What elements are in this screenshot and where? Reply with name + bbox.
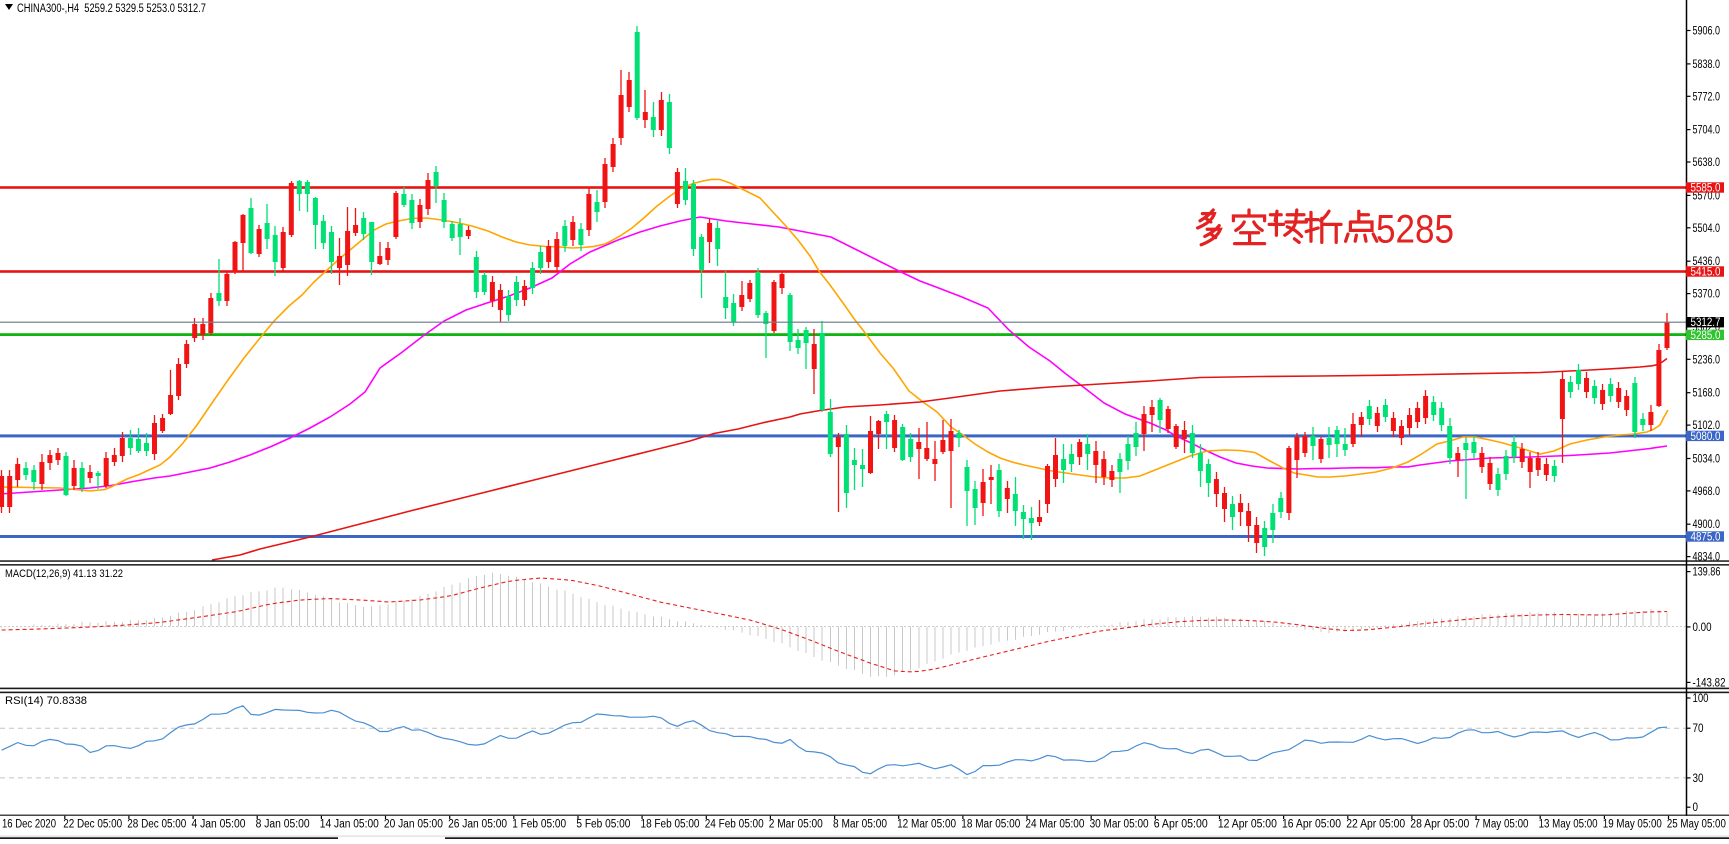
svg-text:5312.7: 5312.7	[1691, 317, 1721, 329]
svg-text:5034.0: 5034.0	[1693, 454, 1721, 466]
svg-text:22 Dec 05:00: 22 Dec 05:00	[63, 819, 122, 831]
svg-text:0: 0	[1693, 802, 1699, 814]
svg-text:19 May 05:00: 19 May 05:00	[1603, 819, 1662, 831]
svg-text:5285.0: 5285.0	[1691, 330, 1721, 342]
svg-text:16 Apr 05:00: 16 Apr 05:00	[1282, 819, 1341, 831]
svg-text:30: 30	[1693, 773, 1704, 785]
svg-text:7 May 05:00: 7 May 05:00	[1475, 819, 1529, 831]
svg-text:4 Jan 05:00: 4 Jan 05:00	[192, 819, 246, 831]
svg-text:13 May 05:00: 13 May 05:00	[1539, 819, 1598, 831]
svg-text:4968.0: 4968.0	[1693, 486, 1721, 498]
svg-text:8 Jan 05:00: 8 Jan 05:00	[256, 819, 310, 831]
svg-text:12 Apr 05:00: 12 Apr 05:00	[1218, 819, 1277, 831]
svg-text:5704.0: 5704.0	[1693, 125, 1721, 137]
svg-text:28 Apr 05:00: 28 Apr 05:00	[1410, 819, 1469, 831]
svg-text:100: 100	[1693, 693, 1709, 705]
svg-text:5570.0: 5570.0	[1693, 190, 1721, 202]
svg-text:5102.0: 5102.0	[1693, 420, 1721, 432]
svg-text:4834.0: 4834.0	[1693, 552, 1721, 564]
svg-text:5838.0: 5838.0	[1693, 59, 1721, 71]
svg-text:25 May 05:00: 25 May 05:00	[1667, 819, 1726, 831]
svg-text:70: 70	[1693, 723, 1704, 735]
svg-text:MACD(12,26,9) 41.13 31.22: MACD(12,26,9) 41.13 31.22	[5, 568, 123, 580]
svg-text:5772.0: 5772.0	[1693, 91, 1721, 103]
svg-text:1 Feb 05:00: 1 Feb 05:00	[512, 819, 566, 831]
svg-text:18 Feb 05:00: 18 Feb 05:00	[641, 819, 700, 831]
svg-text:5236.0: 5236.0	[1693, 354, 1721, 366]
svg-text:26 Jan 05:00: 26 Jan 05:00	[448, 819, 507, 831]
svg-text:18 Mar 05:00: 18 Mar 05:00	[961, 819, 1020, 831]
svg-text:28 Dec 05:00: 28 Dec 05:00	[127, 819, 186, 831]
svg-text:30 Mar 05:00: 30 Mar 05:00	[1090, 819, 1149, 831]
svg-text:5080.0: 5080.0	[1691, 431, 1721, 443]
svg-text:5 Feb 05:00: 5 Feb 05:00	[576, 819, 630, 831]
svg-text:5370.0: 5370.0	[1693, 289, 1721, 301]
svg-text:2 Mar 05:00: 2 Mar 05:00	[769, 819, 823, 831]
svg-text:14 Jan 05:00: 14 Jan 05:00	[320, 819, 379, 831]
svg-text:4900.0: 4900.0	[1693, 519, 1721, 531]
svg-text:4875.0: 4875.0	[1691, 532, 1721, 544]
svg-text:5638.0: 5638.0	[1693, 157, 1721, 169]
svg-text:12 Mar 05:00: 12 Mar 05:00	[897, 819, 956, 831]
svg-text:5906.0: 5906.0	[1693, 26, 1721, 38]
svg-text:16 Dec 2020: 16 Dec 2020	[2, 819, 56, 831]
svg-text:CHINA300-,H4 5259.2 5329.5 52: CHINA300-,H4 5259.2 5329.5 5253.0 5312.7	[17, 3, 206, 15]
svg-text:139.86: 139.86	[1693, 567, 1721, 579]
svg-text:5585.0: 5585.0	[1691, 183, 1721, 195]
svg-text:5415.0: 5415.0	[1691, 267, 1721, 279]
svg-text:5436.0: 5436.0	[1693, 256, 1721, 268]
svg-text:5285: 5285	[1376, 208, 1454, 252]
svg-text:5504.0: 5504.0	[1693, 223, 1721, 235]
svg-text:20 Jan 05:00: 20 Jan 05:00	[384, 819, 443, 831]
svg-text:0.00: 0.00	[1693, 622, 1712, 634]
svg-text:24 Mar 05:00: 24 Mar 05:00	[1025, 819, 1084, 831]
svg-text:5168.0: 5168.0	[1693, 388, 1721, 400]
svg-text:24 Feb 05:00: 24 Feb 05:00	[705, 819, 764, 831]
svg-text:8 Mar 05:00: 8 Mar 05:00	[833, 819, 887, 831]
svg-text:-143.82: -143.82	[1693, 677, 1726, 689]
svg-text:6 Apr 05:00: 6 Apr 05:00	[1154, 819, 1208, 831]
svg-text:22 Apr 05:00: 22 Apr 05:00	[1346, 819, 1405, 831]
svg-text:RSI(14) 70.8338: RSI(14) 70.8338	[5, 695, 87, 707]
